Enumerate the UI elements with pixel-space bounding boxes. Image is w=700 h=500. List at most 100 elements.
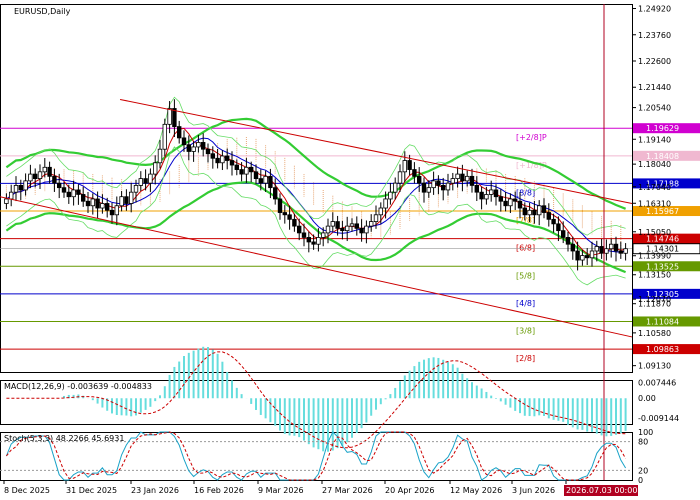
candle-body <box>498 196 503 202</box>
candle-body <box>57 182 62 189</box>
murrey-price: 1.14746 <box>646 235 679 244</box>
ma-slow-line <box>6 137 626 253</box>
trend-channel <box>0 4 633 480</box>
murrey-label: [6/8] <box>516 244 535 253</box>
murrey-label: [8/8] <box>516 188 535 197</box>
candle-body <box>234 164 239 170</box>
candle-body <box>157 148 163 164</box>
price-tick-label: 1.15050 <box>638 228 671 237</box>
candle-body <box>546 212 551 220</box>
candle-body <box>469 175 475 186</box>
price-tick-label: 1.18040 <box>638 160 671 169</box>
candle-body <box>292 218 297 227</box>
candle-body <box>412 169 417 177</box>
candle-body <box>172 108 177 127</box>
murrey-price-tag <box>633 261 700 272</box>
current-price-value: 1.14301 <box>646 245 679 254</box>
candle-body <box>349 223 355 227</box>
candle-body <box>306 237 311 243</box>
candle-body <box>484 194 489 200</box>
candle-body <box>263 175 268 184</box>
stoch-tick-label: 100 <box>638 428 653 437</box>
time-cursor-tag <box>564 485 638 496</box>
candle-body <box>517 200 523 209</box>
candle-body <box>143 178 148 184</box>
candle-body <box>537 205 542 216</box>
candle-body <box>33 173 38 180</box>
candle-body <box>392 182 398 193</box>
candle-body <box>479 191 484 200</box>
macd-label: MACD(12,26,9) -0.003639 -0.004833 <box>4 382 152 391</box>
candle-body <box>474 184 479 193</box>
candle-body <box>268 175 273 189</box>
price-tick-label: 1.24920 <box>638 5 671 14</box>
stoch-main-line <box>5 431 627 481</box>
murrey-label: [4/8] <box>516 299 535 308</box>
candle-body <box>61 187 67 193</box>
candle-body <box>100 203 105 209</box>
macd-tick-label: -0.009144 <box>638 414 679 423</box>
candle-body <box>186 144 191 152</box>
candle-body <box>167 108 172 125</box>
candle-body <box>162 123 167 150</box>
candle-body <box>200 142 206 150</box>
murrey-price-tag <box>633 233 700 244</box>
murrey-price: 1.13525 <box>646 262 679 271</box>
candle-body <box>431 180 436 189</box>
macd-tick-label: 0.00 <box>638 394 656 403</box>
candle-body <box>244 166 249 175</box>
time-label: 3 Jun 2026 <box>512 486 555 495</box>
candle-body <box>503 200 508 207</box>
murrey-label: [+1/8]P <box>516 161 547 170</box>
candle-body <box>277 198 283 213</box>
price-tick-label: 1.09130 <box>638 362 671 371</box>
candle-body <box>585 255 590 259</box>
candle-body <box>325 225 331 234</box>
candle-body <box>455 173 460 180</box>
grid <box>0 4 633 481</box>
candle-body <box>90 198 95 207</box>
candle-body <box>128 191 134 204</box>
murrey-label: [+2/8]P <box>516 133 547 142</box>
candle-body <box>301 232 307 238</box>
time-label: 27 Mar 2026 <box>322 486 373 495</box>
candle-body <box>599 246 604 254</box>
candle-body <box>330 221 335 227</box>
price-tick-label: 1.20540 <box>638 104 671 113</box>
stoch-signal-line <box>6 431 627 481</box>
candle-body <box>493 189 499 198</box>
murrey-price-tag <box>633 150 700 161</box>
murrey-label: [5/8] <box>516 271 535 280</box>
candle-body <box>575 250 580 261</box>
candle-body <box>258 178 263 184</box>
price-tick-label: 1.11870 <box>638 300 671 309</box>
candle-body <box>224 155 230 161</box>
price-tick-label: 1.17040 <box>638 183 671 192</box>
time-label: 2026.07.03 00:00 <box>566 486 637 495</box>
candle-body <box>18 184 23 191</box>
price-tick-label: 1.19140 <box>638 135 671 144</box>
murrey-price: 1.11084 <box>646 317 679 326</box>
time-label: 31 Dec 2025 <box>66 486 117 495</box>
candle-body <box>28 173 33 182</box>
candle-body <box>402 160 407 173</box>
symbol-title: EURUSD,Daily <box>14 7 71 16</box>
candle-body <box>565 237 571 245</box>
envelope-upper <box>6 96 626 236</box>
candle-body <box>460 173 465 182</box>
candle-body <box>124 196 129 204</box>
candle-body <box>176 126 182 139</box>
candle-body <box>522 207 527 216</box>
candle-body <box>623 248 628 254</box>
candle-body <box>613 243 619 252</box>
candle-body <box>215 157 220 164</box>
candle-body <box>488 189 494 195</box>
candle-body <box>551 218 556 225</box>
main-frame <box>0 4 633 373</box>
stoch-frame <box>0 432 633 481</box>
murrey-price: 1.19629 <box>646 124 679 133</box>
time-label: 12 May 2026 <box>450 486 502 495</box>
candle-body <box>594 246 599 252</box>
candle-body <box>436 180 441 186</box>
candle-body <box>272 187 278 200</box>
